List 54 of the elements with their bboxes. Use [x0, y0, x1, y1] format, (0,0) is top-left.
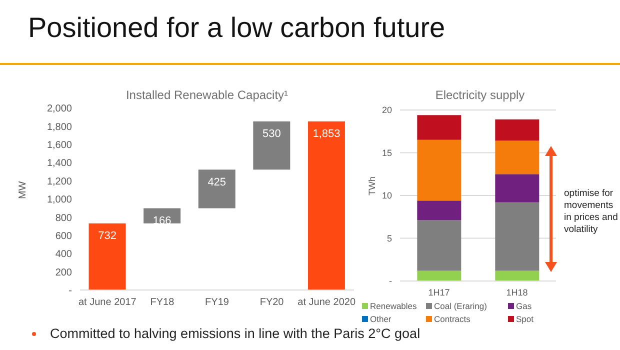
x-tick-label: FY19 [205, 297, 230, 308]
x-tick-label: at June 2017 [78, 297, 137, 308]
data-label: 732 [98, 230, 116, 242]
y-tick-label: 5 [386, 233, 392, 244]
x-tick-label: at June 2020 [298, 297, 356, 308]
bar [253, 121, 290, 170]
bar [495, 270, 540, 281]
y-tick-label: 1,600 [46, 140, 72, 151]
data-label: 1,853 [312, 128, 340, 140]
legend-label: Coal (Eraring) [433, 301, 488, 311]
y-axis-title: TWh [367, 176, 378, 196]
text: optimise for movements in prices and volatility [564, 188, 619, 236]
y-tick-label: 200 [55, 267, 72, 278]
y-tick-label: 15 [382, 148, 392, 158]
y-axis-title: MW [18, 180, 29, 199]
chart-subtitle: Installed Renewable Capacity¹ [124, 88, 290, 102]
y-tick-label: 400 [55, 249, 72, 260]
bar [417, 200, 462, 220]
chart-title: Positioned for a low carbon future [28, 12, 446, 44]
x-tick-label: 1H17 [428, 287, 450, 298]
y-tick-label: 2,000 [46, 104, 72, 115]
legend-label: Other [369, 314, 392, 324]
data-label: 530 [262, 128, 281, 140]
legend-label: Spot [515, 314, 534, 324]
y-tick-label: - [389, 276, 392, 286]
y-tick-label: 1,800 [46, 122, 72, 133]
bar [417, 270, 462, 281]
y-tick-label: 1,000 [46, 194, 72, 206]
legend-label: Gas [515, 301, 533, 311]
x-tick-label: FY20 [260, 297, 284, 308]
bar [495, 174, 540, 202]
bar [308, 121, 345, 290]
text: Committed to halving emissions in line with the Paris 2°C goal [49, 326, 420, 341]
y-tick-label: 10 [382, 190, 392, 201]
y-tick-label: - [68, 286, 72, 297]
bar [198, 170, 236, 208]
y-tick-label: 20 [382, 105, 392, 116]
x-tick-label: 1H18 [506, 287, 528, 298]
chart-title: Electricity supply [434, 88, 526, 102]
bar [88, 223, 126, 290]
x-tick-label: FY18 [150, 297, 175, 308]
bar [495, 119, 540, 141]
bar [495, 140, 540, 174]
bar [495, 202, 540, 271]
legend-label: Contracts [433, 314, 472, 324]
y-tick-label: 600 [55, 230, 72, 242]
bar [417, 220, 462, 271]
y-tick-label: 800 [55, 212, 72, 224]
bar [417, 140, 462, 201]
bar [417, 115, 462, 140]
y-tick-label: 1,400 [46, 158, 72, 170]
y-tick-label: 1,200 [46, 176, 72, 188]
data-label: 425 [208, 176, 226, 188]
legend-label: Renewables [369, 301, 418, 311]
